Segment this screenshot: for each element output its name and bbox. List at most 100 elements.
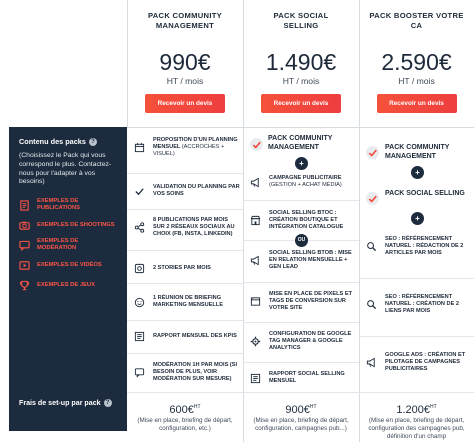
document-icon [20,200,29,211]
feature-briefing: 1 RÉUNION DE BRIEFING MARKETING MENSUELL… [134,295,240,309]
feature-moderation: MODÉRATION 1H PAR MOIS (SI BESOIN DE PLU… [134,362,240,383]
examples-moderation-label: EXEMPLES DE MODÉRATION [37,238,79,252]
setup-fee-label: Frais de set-up par pack ? [19,399,112,407]
row-divider [127,353,243,354]
calendar-icon [134,142,145,153]
feature-kpi-report: RAPPORT MENSUEL DES KPIS [134,331,240,342]
chat-icon [19,240,30,251]
quote-button[interactable]: Recevoir un devis [261,94,341,113]
examples-videos-label: EXEMPLES DE VIDÉOS [37,261,102,268]
examples-publications-link[interactable]: EXEMPLES DE PUBLICATIONS [19,195,117,215]
feature-text: PROPOSITION D'UN PLANNING MENSUEL (ACCRO… [153,137,240,158]
feature-seo-articles: SEO : RÉFÉRENCEMENT NATUREL : RÉDACTION … [366,236,472,257]
browser-icon [250,297,261,306]
examples-videos-link[interactable]: EXEMPLES DE VIDÉOS [19,255,117,275]
gear-icon [250,336,261,347]
setup-amount-value: 1.200€ [396,404,430,416]
row-divider [127,173,243,174]
row-divider [243,392,359,393]
examples-moderation-link[interactable]: EXEMPLES DE MODÉRATION [19,235,117,255]
share-icon [134,222,145,233]
row-divider [127,392,243,393]
trophy-icon [19,280,30,290]
row-divider [359,278,474,279]
or-separator: OU [295,234,308,247]
feature-seo-links: SEO : RÉFÉRENCEMENT NATUREL : CRÉATION D… [366,294,472,315]
check-icon [368,195,377,203]
sidebar-description: (Choisissez le Pack qui vous correspond … [19,152,112,186]
pack-price-sub: HT / mois [166,76,204,86]
row-divider [127,209,243,210]
feature-text: 2 STORIES PAR MOIS [153,265,211,271]
feature-gtm: CONFIGURATION DE GOOGLE TAG MANAGER & GO… [250,331,356,352]
examples-shootings-label: EXEMPLES DE SHOOTINGS [37,221,115,228]
feature-text: 1 RÉUNION DE BRIEFING MARKETING MENSUELL… [153,295,223,308]
examples-shootings-link[interactable]: EXEMPLES DE SHOOTINGS [19,215,117,235]
plus-icon: + [411,212,424,225]
feature-publications: 8 PUBLICATIONS PAR MOIS SUR 2 RÉSEAUX SO… [134,217,240,238]
feature-text: RAPPORT MENSUEL DES KPIS [153,333,237,339]
feature-text: VALIDATION DU PLANNING PAR VOS SOINS [153,184,240,197]
pack-price: 990€ [159,49,211,75]
pack-header-social-selling: PACK SOCIAL SELLING 1.490€ HT / mois Rec… [243,0,359,127]
pack-title: PACK SOCIAL SELLING [273,11,329,30]
quote-button[interactable]: Recevoir un devis [376,94,457,113]
included-pack-label: PACK SOCIAL SELLING [385,190,465,197]
feature-text: SOCIAL SELLING BTOB : MISE EN RELATION M… [269,250,352,270]
row-divider [243,362,359,363]
feature-pixels: MISE EN PLACE DE PIXELS ET TAGS DE CONVE… [250,291,356,312]
plus-icon: + [411,166,424,179]
report-icon [134,331,145,342]
megaphone-icon [366,357,375,368]
feature-text: CONFIGURATION DE GOOGLE TAG MANAGER & GO… [269,331,352,351]
column-divider [127,0,128,127]
row-divider [127,320,243,321]
smiley-icon [134,297,145,307]
row-divider [359,336,474,337]
feature-text: SOCIAL SELLING BTOC : CRÉATION BOUTIQUE … [269,210,344,230]
pack-title: PACK BOOSTER VOTRE CA [369,11,464,30]
row-divider [243,200,359,201]
setup-amount-value: 900€ [285,404,310,416]
seo-icon [367,242,377,252]
pack-header-community: PACK COMMUNITY MANAGEMENT 990€ HT / mois… [127,0,243,127]
sidebar-title: Contenu des packs ? [19,137,117,146]
moderation-icon [134,368,145,378]
quote-button[interactable]: Recevoir un devis [145,94,225,113]
setup-amount: 600€HT [127,404,243,416]
feature-btob: SOCIAL SELLING BTOB : MISE EN RELATION M… [250,250,356,271]
check-icon [252,141,261,149]
help-icon[interactable]: ? [103,399,112,407]
stories-icon [134,263,145,274]
packs-sidebar: Contenu des packs ? (Choisissez le Pack … [9,127,127,431]
megaphone-icon [250,177,259,187]
feature-sub: (GESTION + ACHAT MÉDIA) [269,182,342,188]
report-icon [250,373,261,383]
feature-text: CAMPAGNE PUBLICITAIRE (GESTION + ACHAT M… [269,175,356,189]
plus-icon: + [295,157,308,170]
pack-title: PACK COMMUNITY MANAGEMENT [147,11,223,30]
sidebar-title-text: Contenu des packs [19,137,86,146]
seo-icon [367,300,377,310]
row-divider [243,282,359,283]
feature-btoc: SOCIAL SELLING BTOC : CRÉATION BOUTIQUE … [250,210,356,231]
examples-games-link[interactable]: EXEMPLES DE JEUX [19,275,117,295]
check-icon [135,187,144,195]
feature-ad-campaign: CAMPAGNE PUBLICITAIRE (GESTION + ACHAT M… [250,175,356,189]
included-pack-label: PACK COMMUNITY MANAGEMENT [268,135,333,151]
setup-amount: 1.200€HT [359,404,474,416]
feature-text: SEO : RÉFÉRENCEMENT NATUREL : CRÉATION D… [385,294,459,314]
feature-main: CAMPAGNE PUBLICITAIRE [269,175,342,181]
check-icon [368,149,377,157]
column-divider [243,0,244,442]
feature-text: MISE EN PLACE DE PIXELS ET TAGS DE CONVE… [269,291,352,311]
help-icon[interactable]: ? [88,137,97,146]
camera-icon [19,221,30,230]
setup-amount: 900€HT [243,404,359,416]
setup-price-booster: 1.200€HT (Mise en place, briefing de dép… [359,404,474,441]
setup-ht: HT [429,404,437,410]
included-check [366,146,379,159]
included-pack-label: PACK COMMUNITY MANAGEMENT [385,144,450,160]
feature-text: 8 PUBLICATIONS PAR MOIS SUR 2 RÉSEAUX SO… [153,217,235,237]
header-divider [127,127,474,128]
